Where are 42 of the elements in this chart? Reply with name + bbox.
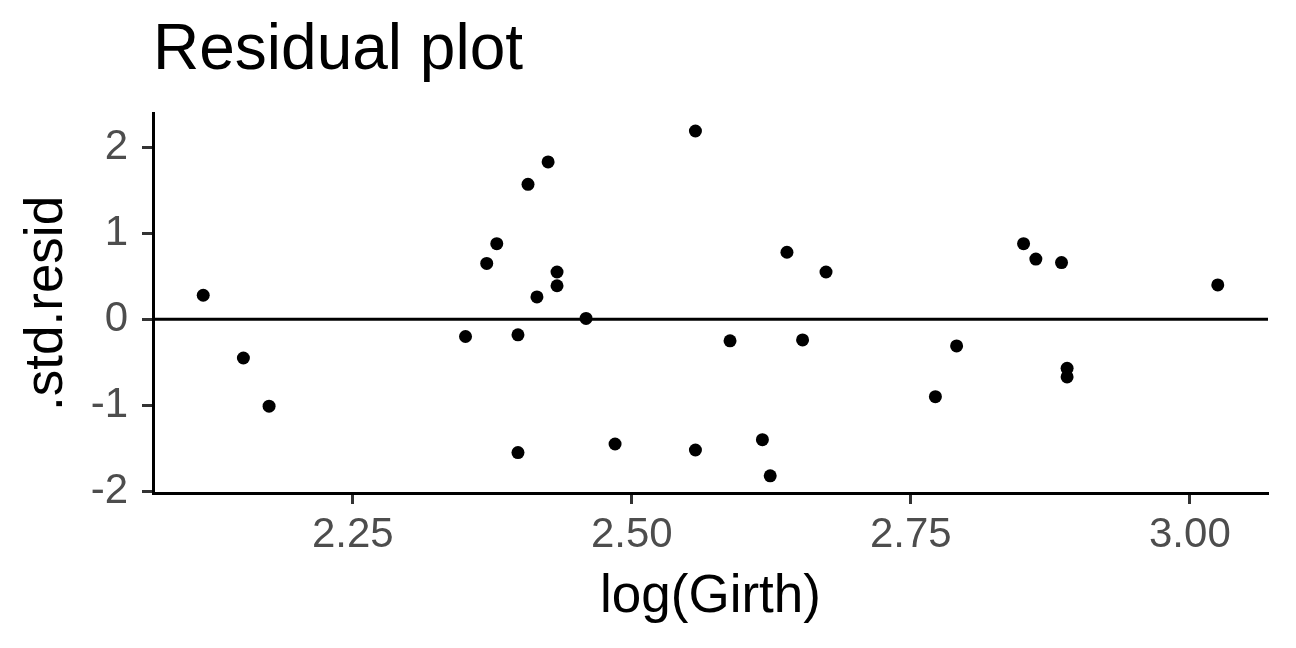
y-tick-label: 1 xyxy=(104,206,128,254)
point xyxy=(480,256,494,270)
point xyxy=(950,339,964,353)
point xyxy=(196,288,210,302)
x-tick-label: 3.00 xyxy=(1149,508,1231,556)
point xyxy=(780,245,794,259)
x-tick-label: 2.50 xyxy=(590,508,673,556)
chart-title: Residual plot xyxy=(153,11,524,84)
point xyxy=(490,237,504,251)
point xyxy=(688,443,702,457)
point xyxy=(819,265,833,279)
point xyxy=(459,330,473,344)
point xyxy=(511,446,525,460)
point xyxy=(579,311,593,325)
point xyxy=(511,328,525,342)
point xyxy=(236,351,250,365)
point xyxy=(608,437,622,451)
point xyxy=(541,155,555,169)
point xyxy=(796,333,810,347)
point xyxy=(550,279,564,293)
point xyxy=(550,265,564,279)
point xyxy=(763,469,777,483)
point xyxy=(1060,370,1074,384)
point xyxy=(723,334,737,348)
y-tick-label: 0 xyxy=(104,292,128,340)
point xyxy=(928,390,942,404)
point xyxy=(755,433,769,447)
x-axis-title: log(Girth) xyxy=(600,563,821,623)
x-tick-label: 2.75 xyxy=(869,508,952,556)
point xyxy=(1029,252,1043,266)
point xyxy=(262,399,276,413)
y-axis-title: .std.resid xyxy=(14,195,74,411)
point xyxy=(530,290,544,304)
point xyxy=(688,124,702,138)
point xyxy=(521,177,535,191)
y-tick-label: -2 xyxy=(90,464,128,512)
point xyxy=(1017,237,1031,251)
y-tick-label: -1 xyxy=(90,378,128,426)
point xyxy=(1055,256,1069,270)
point xyxy=(1211,278,1225,292)
x-tick-label: 2.25 xyxy=(311,508,394,556)
y-tick-label: 2 xyxy=(104,120,128,168)
